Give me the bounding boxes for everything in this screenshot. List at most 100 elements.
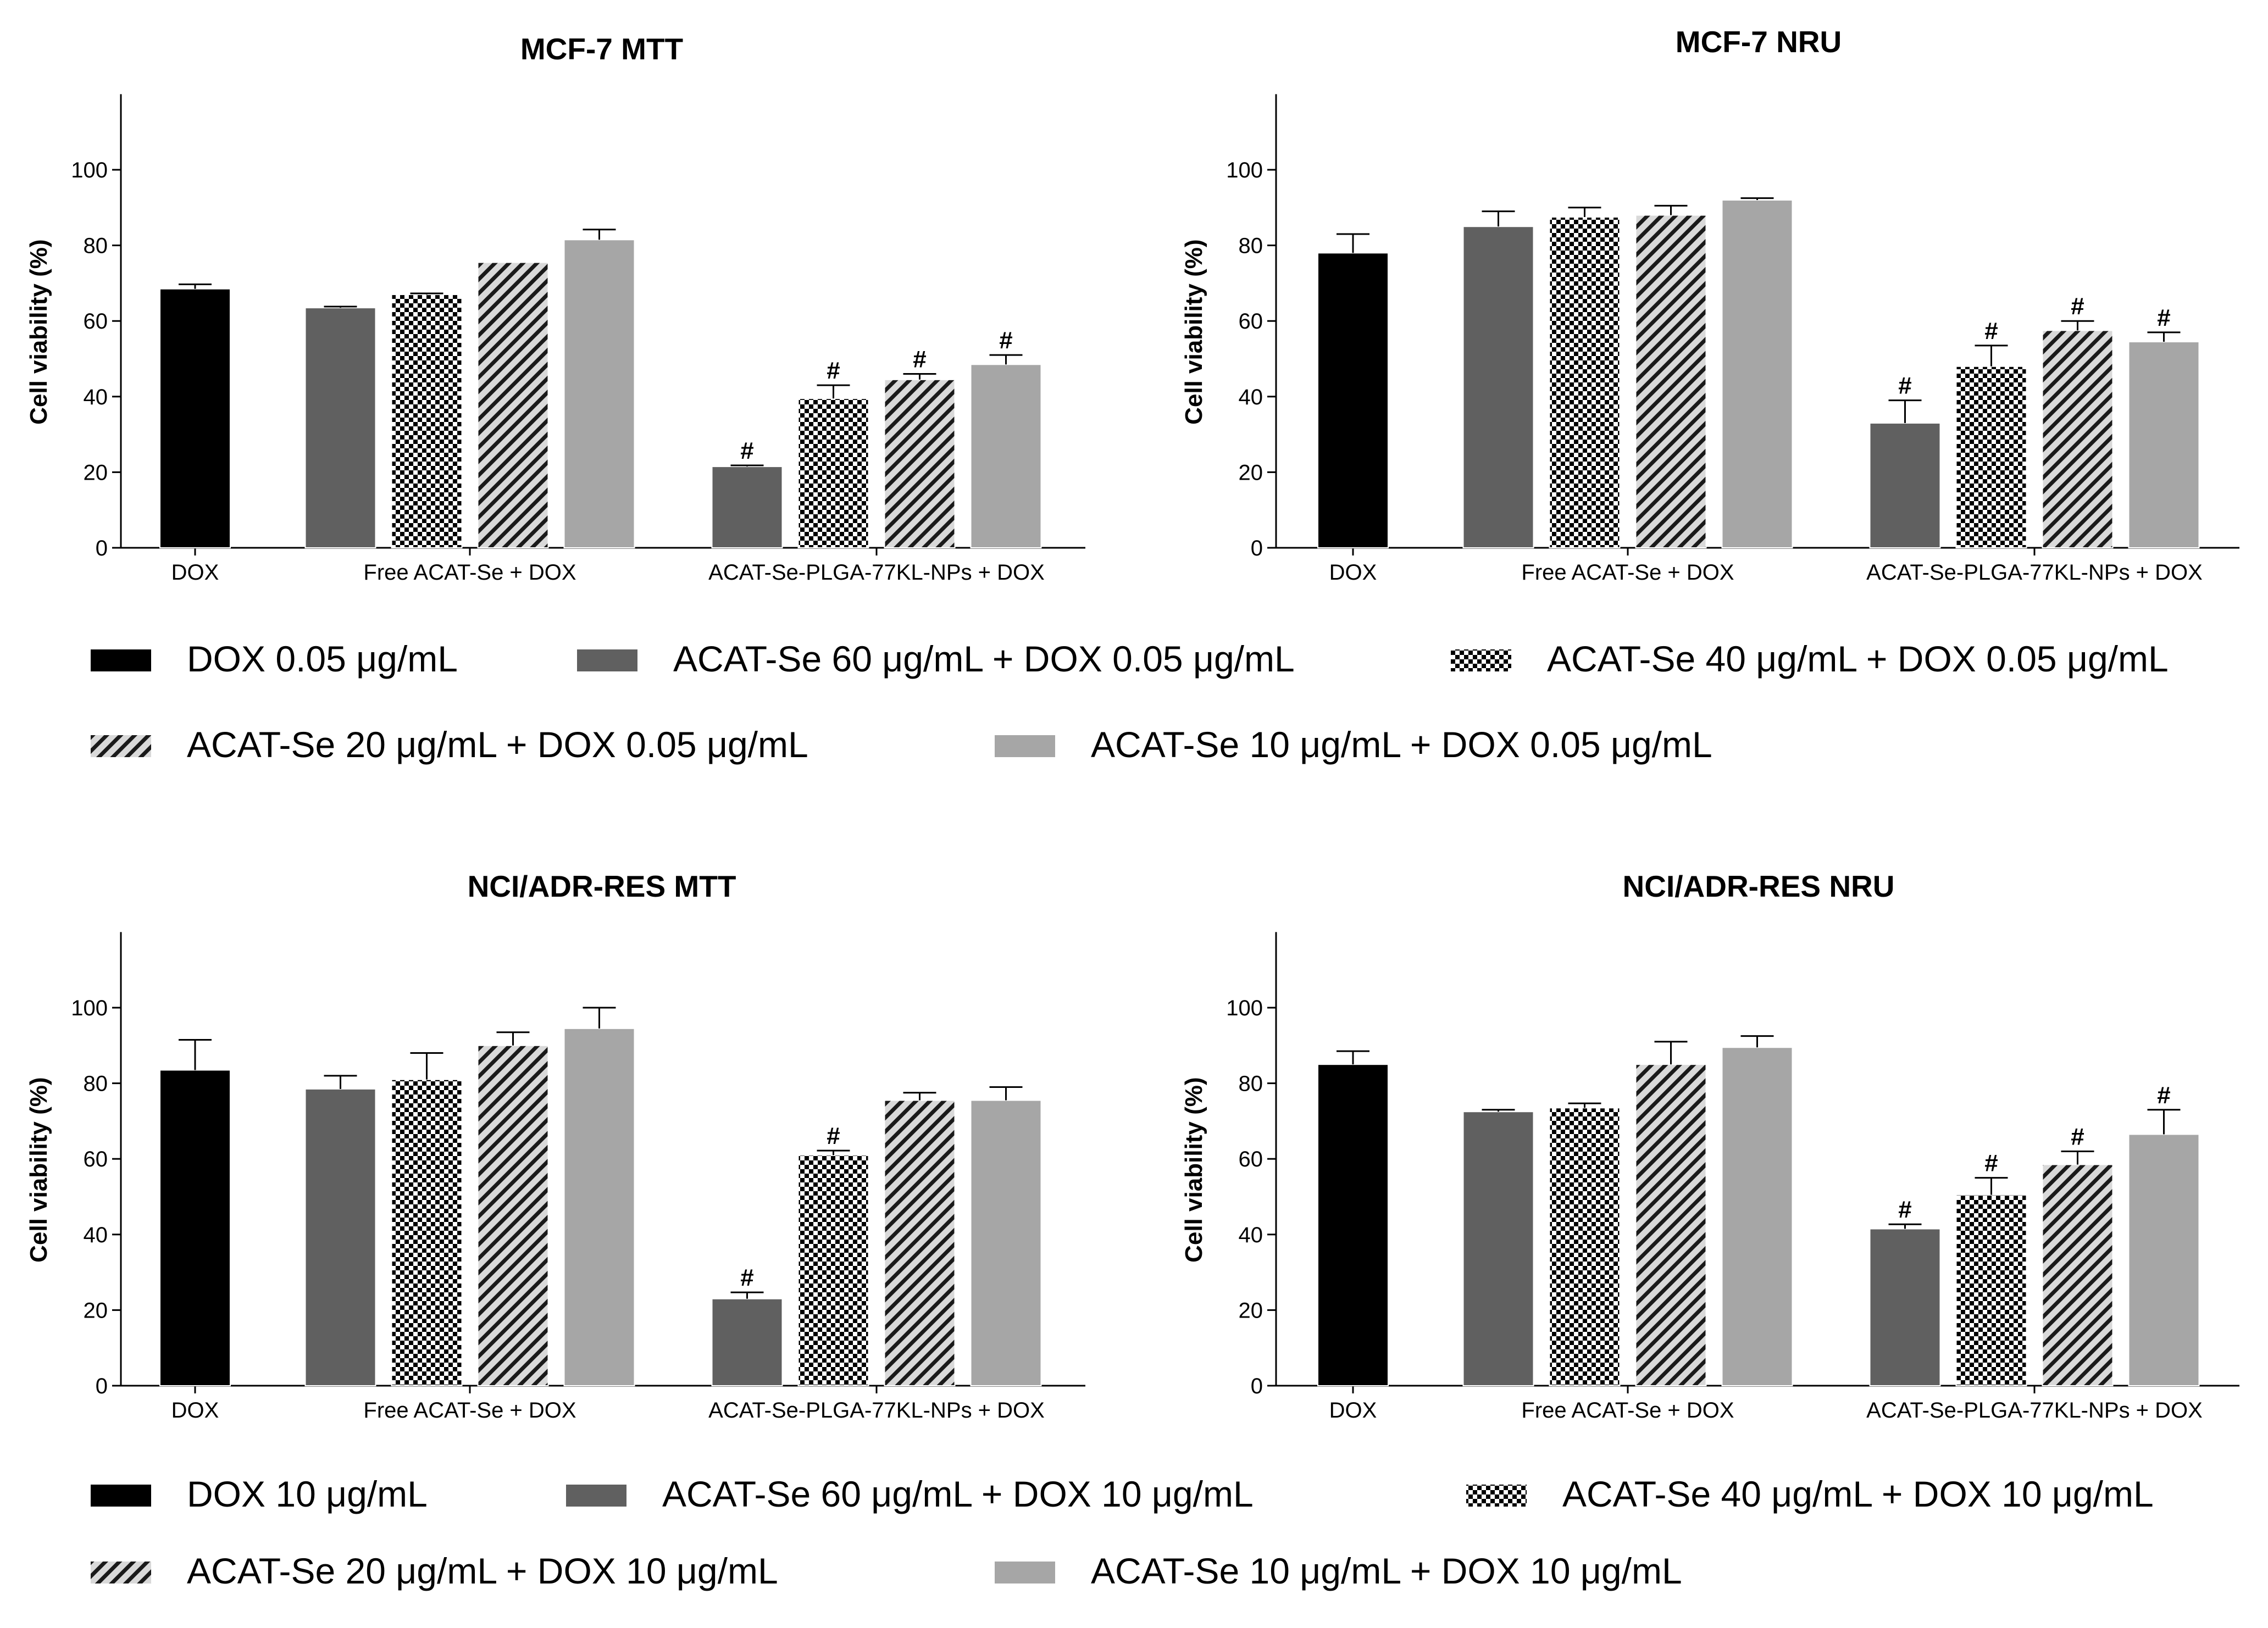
legend-item-series-1: DOX 0.05 μg/mL <box>91 638 458 679</box>
bar-series-4 <box>477 262 549 548</box>
significance-mark: # <box>827 357 840 384</box>
bar-rect <box>797 1154 869 1387</box>
bar-series-1 <box>1317 233 1389 548</box>
y-tick-label: 80 <box>84 234 108 258</box>
significance-mark: # <box>740 1264 753 1291</box>
bar-series-2 <box>304 1075 376 1387</box>
chart-title: NCI/ADR-RES NRU <box>1623 869 1895 903</box>
legend-item-series-4: ACAT-Se 20 μg/mL + DOX 0.05 μg/mL <box>91 724 808 765</box>
bar-rect <box>1317 252 1389 548</box>
bar-series-4: # <box>2042 293 2114 549</box>
significance-mark: # <box>827 1123 840 1149</box>
bar-series-3: # <box>797 357 869 548</box>
chart-title: MCF-7 NRU <box>1676 25 1842 59</box>
bar-rect <box>2128 341 2200 548</box>
bar-rect <box>970 1099 1042 1387</box>
category-label: DOX <box>171 1398 219 1423</box>
significance-mark: # <box>999 327 1012 354</box>
bar-series-4 <box>1635 204 1707 548</box>
bar-rect <box>1462 1111 1534 1386</box>
bar-rect <box>477 262 549 548</box>
bar-series-3 <box>391 292 463 548</box>
bar-rect <box>159 288 231 548</box>
bar-series-2: # <box>1869 1196 1941 1386</box>
significance-mark: # <box>1984 1150 1998 1177</box>
legend-swatch <box>91 735 151 757</box>
y-tick-label: 80 <box>84 1072 108 1096</box>
y-tick-label: 80 <box>1239 234 1263 258</box>
y-tick-label: 60 <box>1239 1147 1263 1171</box>
bar-rect <box>1869 422 1941 549</box>
legend-swatch <box>577 649 637 671</box>
chart-panel-3: NCI/ADR-RES MTT 0 20 40 60 80 100 Cell viabilit… <box>25 869 1085 1423</box>
y-tick-label: 0 <box>96 536 108 560</box>
bar-series-3: # <box>1955 318 2027 548</box>
legend-label: ACAT-Se 20 μg/mL + DOX 10 μg/mL <box>187 1551 778 1591</box>
y-tick-label: 40 <box>84 385 108 409</box>
y-tick-label: 20 <box>84 460 108 485</box>
y-tick-label: 100 <box>1226 158 1263 182</box>
bar-rect <box>797 398 869 548</box>
legend-swatch <box>1451 649 1511 671</box>
legend-label: DOX 0.05 μg/mL <box>187 638 458 679</box>
bar-series-5 <box>563 229 635 548</box>
chart-panel-2: MCF-7 NRU 0 20 40 60 80 100 Cell viability (%) D… <box>1180 25 2239 585</box>
y-tick-label: 80 <box>1239 1072 1263 1096</box>
y-tick-label: 60 <box>84 1147 108 1171</box>
y-axis-title: Cell viability (%) <box>25 239 52 424</box>
bar-rect <box>2128 1134 2200 1386</box>
bar-rect <box>1955 1194 2027 1387</box>
bar-rect <box>563 1027 635 1386</box>
significance-mark: # <box>2157 1082 2170 1109</box>
y-tick-label: 0 <box>1251 536 1263 560</box>
y-tick-label: 20 <box>1239 460 1263 485</box>
legend-label: ACAT-Se 60 μg/mL + DOX 10 μg/mL <box>662 1474 1254 1514</box>
significance-mark: # <box>2157 304 2170 331</box>
category-label: Free ACAT-Se + DOX <box>363 560 576 585</box>
legend-swatch <box>91 1562 151 1583</box>
legend-item-series-3: ACAT-Se 40 μg/mL + DOX 10 μg/mL <box>1466 1474 2154 1514</box>
significance-mark: # <box>2071 1123 2084 1150</box>
legend-item-series-1: DOX 10 μg/mL <box>91 1474 428 1514</box>
legend-item-series-2: ACAT-Se 60 μg/mL + DOX 10 μg/mL <box>566 1474 1254 1514</box>
category-label: DOX <box>1329 1398 1377 1423</box>
bar-series-3 <box>1549 1102 1621 1386</box>
significance-mark: # <box>1898 373 1911 399</box>
bar-series-5 <box>563 1007 635 1386</box>
category-label: ACAT-Se-PLGA-77KL-NPs + DOX <box>1866 560 2203 585</box>
bar-rect <box>884 1099 956 1387</box>
y-tick-label: 40 <box>84 1223 108 1247</box>
y-tick-label: 40 <box>1239 385 1263 409</box>
bar-series-2 <box>1462 1109 1534 1386</box>
category-label: ACAT-Se-PLGA-77KL-NPs + DOX <box>1866 1398 2203 1423</box>
chart-title: MCF-7 MTT <box>520 32 683 66</box>
bar-rect <box>2042 330 2114 549</box>
chart-panel-4: NCI/ADR-RES NRU 0 20 40 60 80 100 Cell viabilit… <box>1180 869 2239 1423</box>
bar-series-2: # <box>711 1264 783 1387</box>
bar-rect <box>1955 365 2027 548</box>
bar-rect <box>970 364 1042 548</box>
category-label: DOX <box>1329 560 1377 585</box>
legend-item-series-4: ACAT-Se 20 μg/mL + DOX 10 μg/mL <box>91 1551 778 1591</box>
bar-series-5 <box>970 1086 1042 1387</box>
legend-swatch <box>91 649 151 671</box>
bar-series-3 <box>391 1052 463 1386</box>
legend-label: DOX 10 μg/mL <box>187 1474 428 1514</box>
bar-rect <box>304 307 376 548</box>
bar-rect <box>1635 1064 1707 1386</box>
y-tick-label: 100 <box>71 996 108 1020</box>
y-tick-label: 40 <box>1239 1223 1263 1247</box>
bar-rect <box>477 1044 549 1387</box>
chart-title: NCI/ADR-RES MTT <box>468 869 736 903</box>
legend-label: ACAT-Se 10 μg/mL + DOX 10 μg/mL <box>1091 1551 1682 1591</box>
bar-series-5 <box>1721 197 1793 549</box>
bar-rect <box>2042 1164 2114 1387</box>
legend-swatch <box>566 1485 626 1507</box>
y-tick-label: 0 <box>1251 1374 1263 1398</box>
bar-rect <box>159 1069 231 1386</box>
bar-rect <box>1869 1228 1941 1386</box>
bar-series-4: # <box>2042 1123 2114 1387</box>
category-label: Free ACAT-Se + DOX <box>1521 560 1734 585</box>
bar-series-3: # <box>1955 1150 2027 1387</box>
